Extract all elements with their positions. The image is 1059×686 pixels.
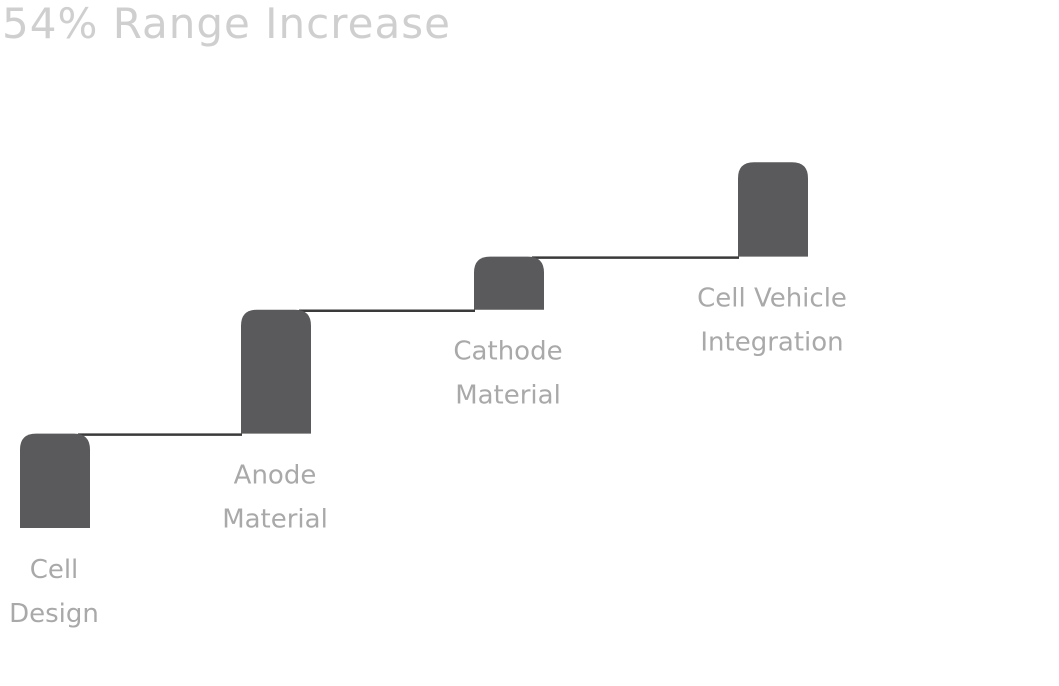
chart-title: 54% Range Increase [2, 0, 451, 48]
category-label-1-line-1: Material [222, 505, 328, 535]
bar-1 [241, 309, 311, 434]
category-label-1-line-0: Anode [234, 461, 317, 491]
bar-2 [474, 256, 544, 310]
category-labels: Cell Design Anode Material Cathode Material Ce… [9, 284, 847, 629]
bar-3 [738, 162, 808, 257]
category-label-3-line-1: Integration [700, 328, 843, 358]
connector-lines [78, 256, 739, 436]
category-label-0-line-1: Design [9, 599, 99, 629]
category-label-0-line-0: Cell [30, 555, 79, 585]
bar-0 [20, 433, 90, 528]
category-label-3-line-0: Cell Vehicle [697, 284, 847, 314]
category-label-2-line-0: Cathode [453, 337, 562, 367]
bars-group [20, 162, 808, 528]
category-label-2-line-1: Material [455, 381, 561, 411]
